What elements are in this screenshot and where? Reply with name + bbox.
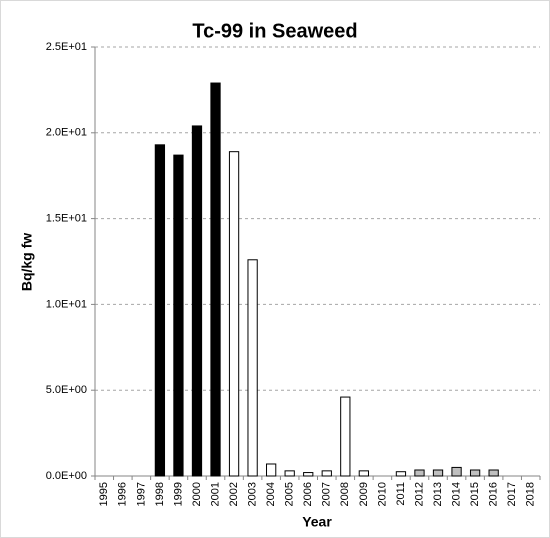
- bar: [154, 144, 166, 477]
- y-tick-label: 2.5E+01: [46, 41, 87, 53]
- x-tick-label: 1998: [154, 482, 166, 506]
- x-tick-label: 2006: [302, 482, 314, 506]
- x-tick-label: 2008: [339, 482, 351, 506]
- bar: [451, 466, 462, 477]
- y-tick-label: 5.0E+00: [46, 384, 87, 396]
- x-axis-title: Year: [302, 514, 332, 530]
- bar: [395, 471, 407, 477]
- x-tick-label: 2003: [247, 482, 259, 506]
- x-tick-label: 2001: [209, 482, 221, 506]
- bar: [414, 469, 425, 477]
- x-tick-label: 2018: [525, 482, 537, 506]
- bar: [432, 469, 444, 477]
- bar: [191, 125, 203, 477]
- x-tick-label: 2012: [413, 482, 425, 506]
- x-tick-label: 2009: [358, 482, 370, 506]
- chart-title: Tc-99 in Seaweed: [192, 20, 357, 42]
- x-tick-label: 1995: [98, 482, 110, 506]
- x-tick-label: 1999: [172, 482, 184, 506]
- bar: [173, 154, 184, 477]
- bar: [210, 82, 221, 477]
- bar: [284, 470, 295, 477]
- x-tick-label: 2007: [321, 482, 333, 506]
- bar: [247, 259, 258, 477]
- bar: [469, 469, 481, 477]
- x-tick-label: 2010: [376, 482, 388, 506]
- bar: [488, 469, 499, 477]
- y-tick-label: 2.0E+01: [46, 127, 87, 139]
- y-tick-label: 0.0E+00: [46, 470, 87, 482]
- x-tick-label: 2014: [450, 482, 462, 506]
- x-tick-label: 2011: [395, 482, 407, 506]
- x-tick-label: 2013: [432, 482, 444, 506]
- bar: [266, 463, 277, 477]
- bar: [321, 470, 332, 477]
- bar: [340, 396, 351, 477]
- x-tick-label: 2005: [284, 482, 296, 506]
- x-tick-label: 2000: [191, 482, 203, 506]
- x-tick-label: 1997: [135, 482, 147, 506]
- y-tick-label: 1.0E+01: [46, 298, 87, 310]
- x-tick-label: 1996: [117, 482, 129, 506]
- x-tick-label: 2017: [506, 482, 518, 506]
- x-tick-label: 2015: [469, 482, 481, 506]
- x-tick-label: 2004: [265, 482, 277, 506]
- bar: [228, 151, 240, 477]
- x-tick-label: 2002: [228, 482, 240, 506]
- y-tick-label: 1.5E+01: [46, 213, 87, 225]
- y-axis-title: Bq/kg fw: [19, 233, 35, 291]
- bar: [303, 472, 314, 477]
- x-tick-label: 2016: [488, 482, 500, 506]
- bar: [358, 470, 369, 477]
